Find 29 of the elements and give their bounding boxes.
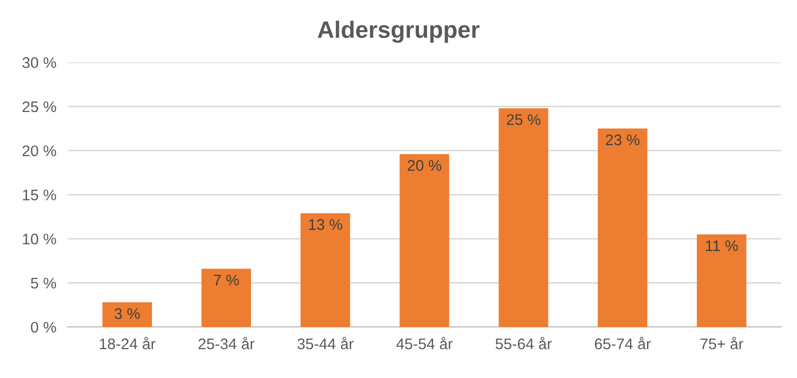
data-label: 11 % (706, 240, 738, 252)
y-tick-label: 15 % (22, 190, 56, 200)
x-tick-label: 65-74 år (594, 336, 651, 350)
x-tick-label: 45-54 år (396, 336, 453, 350)
bar (102, 302, 152, 327)
bar (300, 213, 350, 327)
bar (400, 154, 450, 327)
x-tick-label: 35-44 år (297, 336, 354, 350)
y-tick-label: 20 % (22, 145, 56, 156)
data-label: 23 % (606, 134, 640, 146)
y-tick-label: 25 % (22, 101, 56, 112)
y-tick-label: 5 % (30, 278, 56, 289)
bar (201, 268, 252, 327)
x-tick-label: 18-24 år (100, 336, 156, 350)
bar (498, 108, 548, 327)
data-label: 3 % (114, 308, 140, 320)
y-tick-label: 30 % (22, 57, 56, 68)
x-tick-label: 55-64 år (496, 336, 552, 350)
x-tick-label: 25-34 år (198, 336, 254, 350)
y-tick-label: 10 % (22, 234, 56, 244)
data-label: 20 % (408, 160, 442, 171)
data-label: 13 % (309, 219, 342, 230)
data-label: 7 % (214, 274, 239, 286)
data-label: 25 % (506, 114, 540, 126)
bar (696, 234, 746, 327)
bar (598, 128, 648, 327)
x-tick-label: 75+ år (700, 336, 744, 350)
y-tick-label: 0 % (30, 322, 56, 333)
chart-title: Aldersgrupper (318, 20, 480, 43)
